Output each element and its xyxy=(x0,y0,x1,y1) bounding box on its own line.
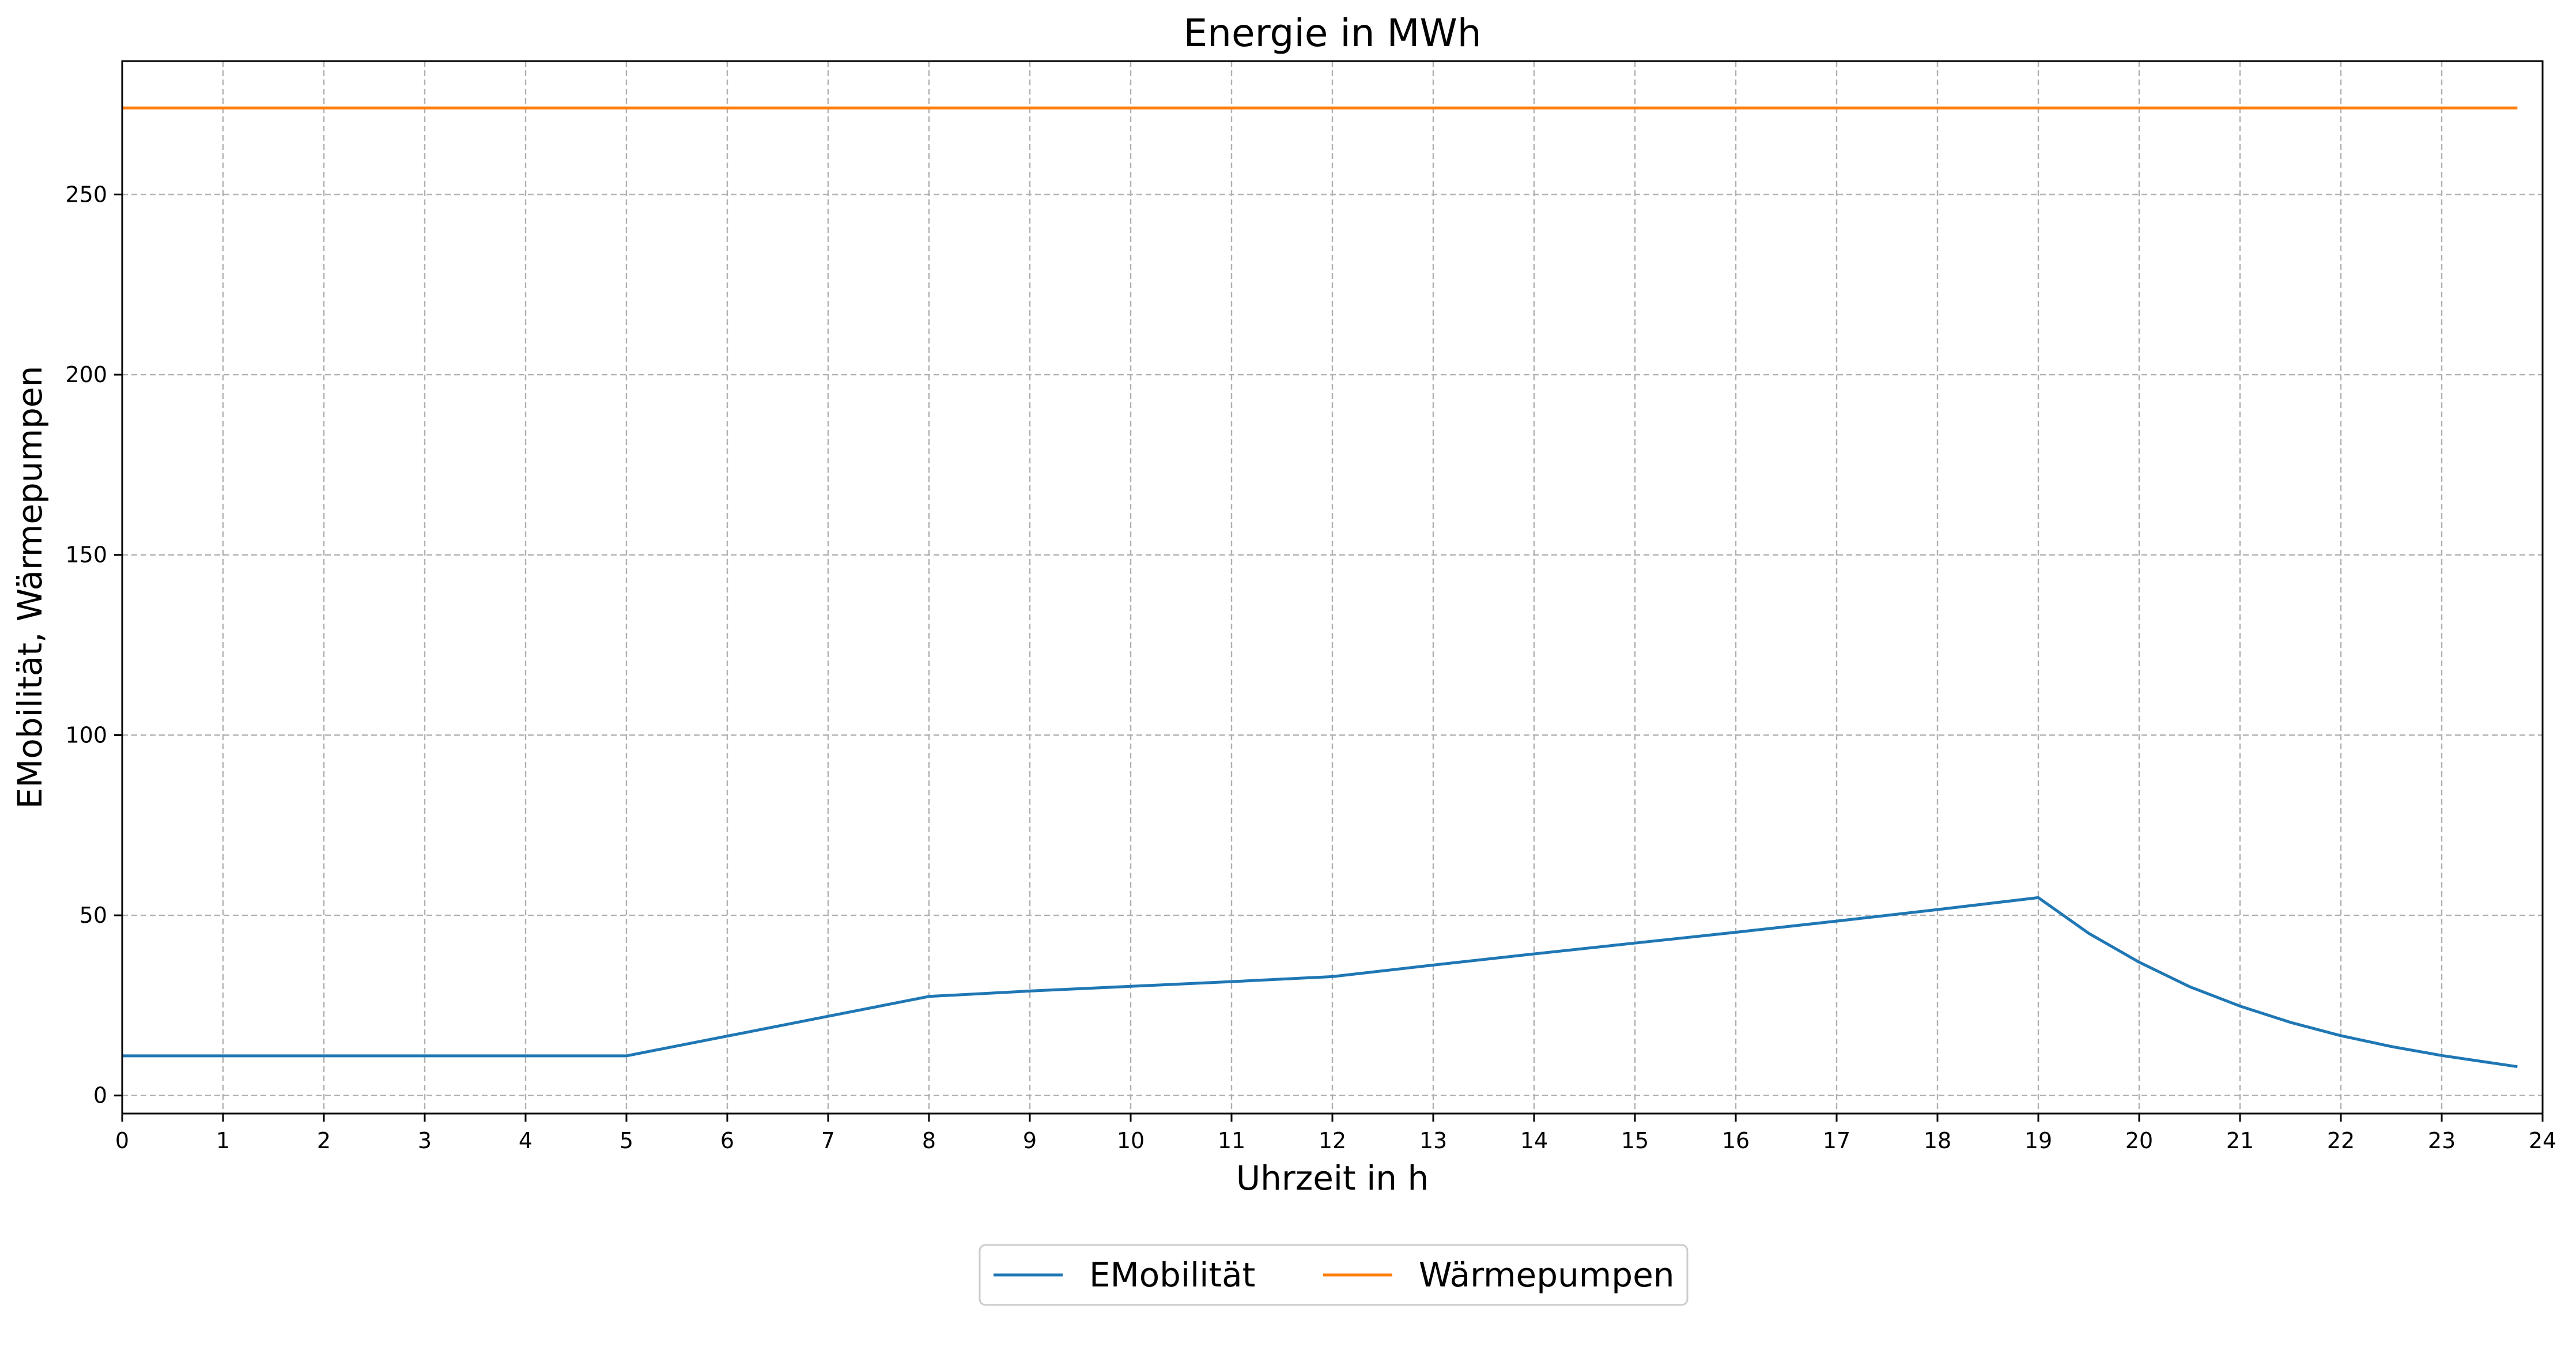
y-axis-title: EMobilität, Wärmepumpen xyxy=(10,366,50,809)
series-lines xyxy=(122,106,2518,1069)
x-tick-label: 9 xyxy=(1023,1128,1037,1153)
x-tick-label: 4 xyxy=(519,1128,532,1153)
legend-label: Wärmepumpen xyxy=(1419,1255,1675,1295)
x-tick-label: 6 xyxy=(720,1128,734,1153)
x-tick-label: 20 xyxy=(2125,1128,2153,1153)
x-axis-title: Uhrzeit in h xyxy=(1236,1159,1429,1198)
grid-lines xyxy=(121,61,2544,1114)
y-tick-label: 150 xyxy=(65,542,107,568)
x-axis-ticks: 0 1 2 3 4 5 6 7 8 9 10 11 12 13 14 15 16 17 18 19 20 21 22 23 24 xyxy=(115,1114,2556,1153)
x-tick-label: 1 xyxy=(216,1128,230,1153)
y-tick-label: 250 xyxy=(65,182,107,207)
x-tick-label: 18 xyxy=(1924,1128,1951,1153)
x-tick-label: 0 xyxy=(115,1128,129,1153)
y-tick-label: 0 xyxy=(93,1083,107,1108)
x-tick-label: 13 xyxy=(1419,1128,1447,1153)
x-tick-label: 14 xyxy=(1520,1128,1548,1153)
x-tick-label: 23 xyxy=(2428,1128,2456,1153)
x-tick-label: 5 xyxy=(620,1128,633,1153)
y-tick-label: 50 xyxy=(80,903,107,928)
x-tick-label: 19 xyxy=(2024,1128,2052,1153)
y-axis-ticks: 0 50 100 150 200 250 xyxy=(65,182,122,1108)
x-tick-label: 21 xyxy=(2226,1128,2254,1153)
series-line-0 xyxy=(122,896,2518,1069)
x-tick-label: 8 xyxy=(922,1128,936,1153)
chart-title: Energie in MWh xyxy=(1183,11,1481,55)
x-tick-label: 22 xyxy=(2327,1128,2355,1153)
x-tick-label: 7 xyxy=(821,1128,835,1153)
x-tick-label: 24 xyxy=(2529,1128,2556,1153)
x-tick-label: 16 xyxy=(1722,1128,1750,1153)
y-tick-label: 100 xyxy=(65,722,107,748)
legend: EMobilität Wärmepumpen xyxy=(979,1244,1689,1306)
x-tick-label: 10 xyxy=(1117,1128,1145,1153)
y-tick-label: 200 xyxy=(65,362,107,387)
x-tick-label: 2 xyxy=(317,1128,331,1153)
x-tick-label: 11 xyxy=(1218,1128,1245,1153)
x-tick-label: 12 xyxy=(1319,1128,1346,1153)
legend-label: EMobilität xyxy=(1089,1255,1255,1295)
x-tick-label: 17 xyxy=(1823,1128,1850,1153)
x-tick-label: 15 xyxy=(1621,1128,1649,1153)
x-tick-label: 3 xyxy=(418,1128,432,1153)
